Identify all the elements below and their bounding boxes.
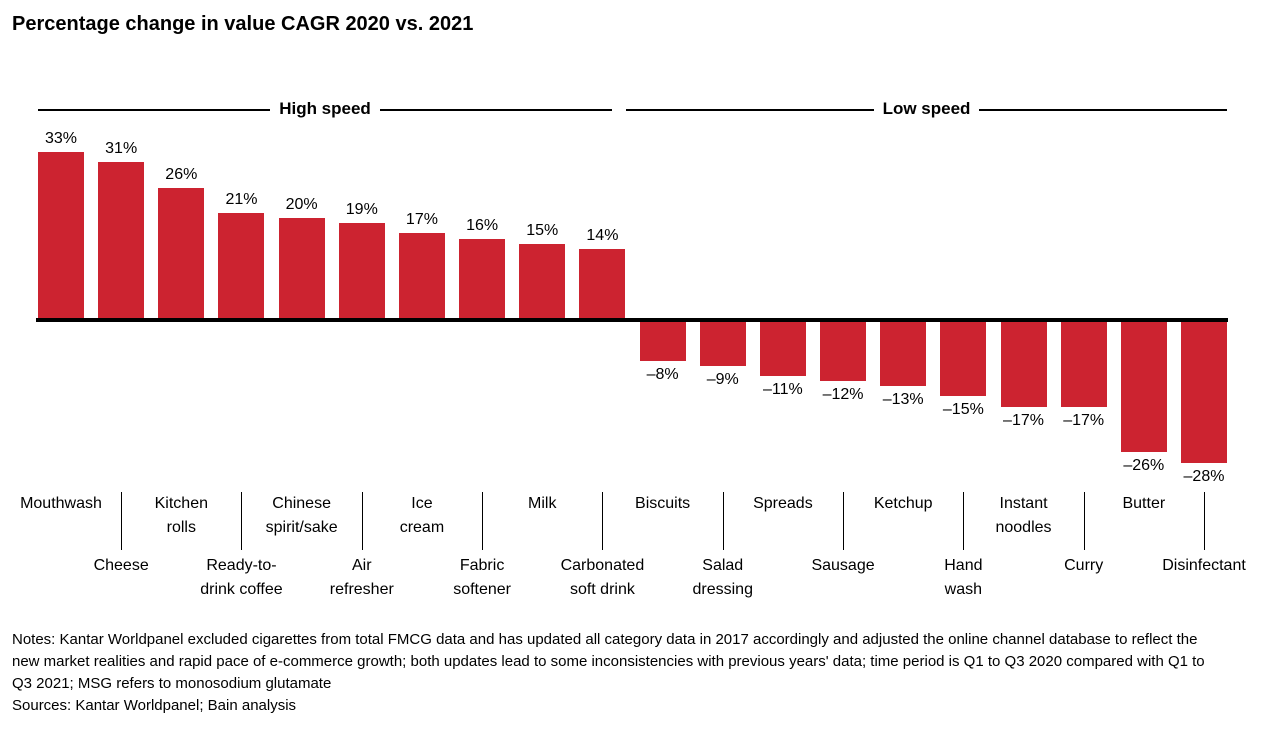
bar-curry [1060,320,1107,407]
chart-footer: Notes: Kantar Worldpanel excluded cigare… [12,629,1224,717]
bar-value-label: 31% [105,140,138,158]
bar-value-label: 16% [466,216,499,234]
bar-mouthwash [38,152,84,320]
group-header-low-speed: Low speed [626,99,1228,120]
category-label: Disinfectant [1162,557,1246,574]
sources-text: Sources: Kantar Worldpanel; Bain analysi… [12,697,297,714]
bar-value-label: 20% [285,196,318,214]
category-label: Sausage [811,557,875,574]
bar-value-label: –13% [882,391,924,409]
category-label: Carbonated soft drink [560,557,645,598]
bar-sausage [820,320,867,382]
header-line-left [626,109,874,111]
group-label-high-speed: High speed [279,99,371,118]
leader-line [361,492,363,550]
chart-title: Percentage change in value CAGR 2020 vs.… [12,13,474,35]
leader-line [1204,492,1205,550]
category-label: Salad dressing [692,557,753,598]
leader-line [121,492,123,550]
leader-line [602,492,604,550]
category-label: Milk [528,495,557,512]
bar-value-label: –8% [646,365,679,383]
category-label: Cheese [93,557,149,574]
bar-ready-to-drink-coffee [218,213,265,320]
bar-carbonated-soft-drink [579,248,626,320]
category-label: Spreads [753,495,813,512]
category-label: Curry [1064,557,1104,574]
category-label: Air refresher [329,557,394,598]
leader-line [482,492,484,550]
leader-line [843,492,845,550]
category-label: Instant noodles [995,495,1052,536]
bar-value-label: –11% [763,380,803,398]
category-label: Fabric softener [453,557,511,598]
bar-value-label: –28% [1183,467,1225,485]
category-label: Ice cream [399,495,445,536]
bar-value-label: 33% [44,130,78,148]
bar-chinese-spirit-sake [278,218,325,320]
category-label: Ketchup [873,495,933,512]
x-axis-baseline [36,318,1228,322]
bar-value-label: –26% [1123,457,1165,475]
bar-fabric-softener [459,238,506,320]
category-label: Hand wash [944,557,983,598]
bar-value-label: 21% [225,191,258,209]
category-label: Chinese spirit/sake [265,495,338,536]
group-label-low-speed: Low speed [882,99,971,118]
bar-ketchup [880,320,927,387]
bar-salad-dressing [699,320,746,366]
bar-value-label: 14% [586,226,619,244]
bar-milk [519,243,566,320]
group-header-high-speed: High speed [38,99,612,120]
bar-value-label: 17% [405,211,438,229]
header-line-right [379,109,612,111]
bar-value-label: –17% [1003,411,1044,429]
bar-value-label: –15% [942,401,984,419]
leader-line [963,492,965,550]
category-label: Butter [1122,495,1166,512]
bar-air-refresher [338,223,385,320]
category-label: Ready-to- drink coffee [200,557,283,598]
bar-spreads [759,320,806,376]
bar-value-label: 15% [526,221,559,239]
header-line-right [979,109,1228,111]
bar-value-label: –9% [706,370,739,388]
bar-value-label: –17% [1063,411,1105,429]
leader-line [241,492,243,550]
bar-butter [1120,320,1167,453]
bar-instant-noodles [1000,320,1047,407]
bar-ice-cream [398,233,445,320]
bar-hand-wash [940,320,987,397]
bar-value-label: –12% [822,386,864,404]
leader-line [722,492,724,550]
bar-value-label: 19% [345,201,378,219]
category-label: Kitchen rolls [154,495,208,536]
category-label: Biscuits [635,495,691,512]
bar-cheese [98,162,145,320]
category-label: Mouthwash [20,495,102,512]
bar-biscuits [639,320,686,361]
bar-value-label: 26% [165,165,198,183]
header-line-left [38,109,271,111]
bar-kitchen-rolls [158,187,205,320]
bar-disinfectant [1181,320,1227,463]
notes-text: Notes: Kantar Worldpanel excluded cigare… [12,631,1205,692]
leader-line [1083,492,1085,550]
